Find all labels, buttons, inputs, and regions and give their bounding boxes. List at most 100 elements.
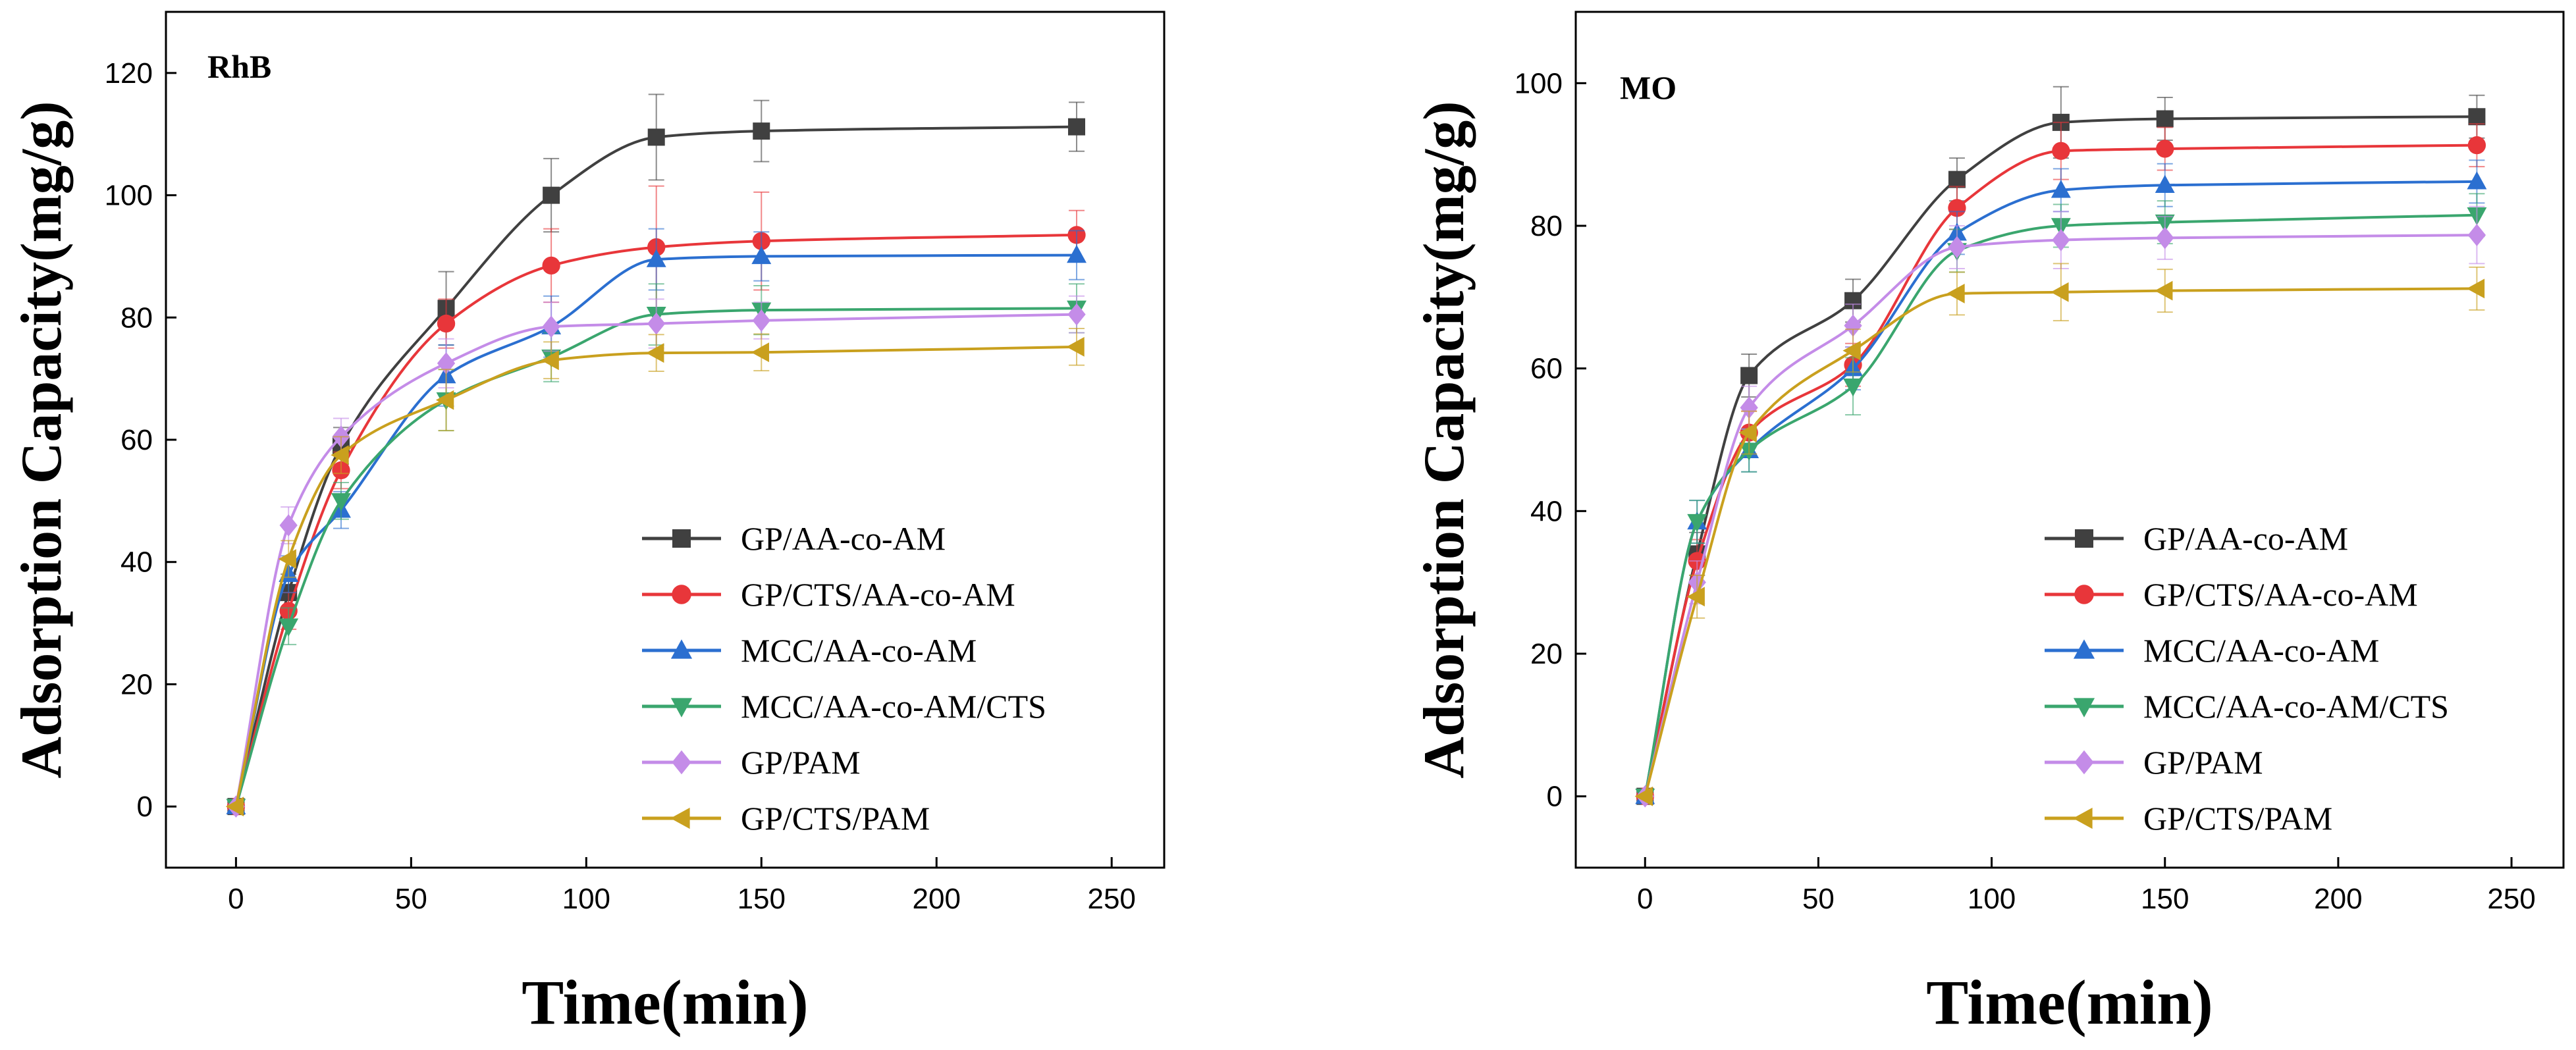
data-point [225, 797, 244, 817]
legend-label: GP/AA-co-AM [2143, 520, 2348, 557]
chart-panel-mo: 0 50 100 150 200 250 0 20 40 60 80 100 Time(min) Adso… [1412, 11, 2565, 1037]
data-point [331, 493, 351, 512]
legend-marker [2074, 585, 2094, 604]
series-line [1644, 213, 2477, 797]
data-point [279, 514, 298, 537]
y-tick-label: 0 [1547, 781, 1563, 813]
x-tick-label: 50 [1802, 883, 1835, 915]
x-tick-label: 0 [1637, 883, 1653, 915]
data-point [2156, 110, 2174, 128]
legend-marker [670, 807, 690, 829]
x-tick-label: 50 [395, 883, 427, 915]
legend-label: GP/CTS/PAM [741, 800, 930, 837]
data-point [1068, 118, 1086, 136]
data-point [1686, 587, 1705, 607]
x-tick-label: 150 [2141, 883, 2189, 915]
legend-label: MCC/AA-co-AM [741, 632, 977, 669]
x-tick-label: 100 [1968, 883, 2016, 915]
data-point [2467, 136, 2486, 155]
legend-label: MCC/AA-co-AM/CTS [2143, 688, 2449, 725]
data-point [1740, 396, 1758, 419]
legend-label: GP/PAM [741, 744, 861, 781]
data-point [437, 314, 456, 333]
y-tick-label: 20 [1530, 638, 1563, 670]
data-point [1843, 379, 1864, 397]
data-point [1687, 513, 1707, 533]
x-axis-title: Time(min) [522, 967, 809, 1037]
y-tick-label: 0 [137, 791, 153, 823]
data-point [2052, 228, 2070, 251]
data-point [752, 309, 770, 332]
legend-marker [2073, 639, 2095, 659]
data-point [331, 445, 349, 465]
legend-marker [670, 698, 693, 718]
data-point [1946, 283, 1965, 303]
data-point [1948, 199, 1966, 217]
y-tick-label: 80 [1530, 210, 1563, 242]
data-point [2155, 174, 2175, 193]
x-tick-label: 250 [1087, 883, 1135, 915]
x-tick-label: 250 [2487, 883, 2535, 915]
legend-marker [670, 639, 693, 659]
data-point [2156, 140, 2174, 158]
data-point [2051, 180, 2071, 198]
panel-label: RhB [207, 48, 271, 85]
data-point [541, 350, 559, 371]
data-point [753, 122, 770, 140]
data-point [2466, 278, 2485, 299]
data-point [1634, 786, 1653, 806]
x-tick-label: 200 [913, 883, 961, 915]
series-GP/PAM [227, 295, 1086, 818]
data-point [751, 246, 772, 265]
data-point [542, 256, 560, 275]
legend-label: GP/AA-co-AM [741, 520, 946, 557]
data-point [1067, 244, 1087, 263]
legend-marker [2074, 750, 2094, 775]
y-axis-title: Adsorption Capacity(mg/g) [1412, 101, 1476, 778]
y-tick-label: 20 [121, 668, 153, 700]
legend-label: GP/CTS/PAM [2143, 800, 2332, 837]
y-tick-label: 120 [105, 57, 153, 90]
legend-label: MCC/AA-co-AM/CTS [741, 688, 1046, 725]
data-point [751, 342, 769, 363]
panel-label: MO [1620, 69, 1677, 106]
plot-frame [1574, 11, 2565, 869]
series-GP/CTS/PAM [1634, 263, 2485, 806]
data-point [2155, 280, 2173, 301]
data-point [1842, 340, 1861, 361]
data-point [646, 343, 664, 363]
data-point [542, 315, 560, 338]
y-tick-label: 100 [105, 180, 153, 212]
data-point [1948, 236, 1966, 259]
data-point [2468, 108, 2486, 126]
data-point [435, 390, 454, 410]
y-axis-title: Adsorption Capacity(mg/g) [10, 101, 74, 778]
y-tick-label: 60 [1530, 353, 1563, 385]
plot-frame [165, 11, 1166, 869]
series-GP/CTS/PAM [225, 328, 1085, 817]
legend: GP/AA-co-AM GP/CTS/AA-co-AM MCC/AA-co-AM MC… [2045, 520, 2449, 837]
data-point [1844, 314, 1862, 337]
legend-marker [2073, 807, 2093, 829]
x-tick-label: 100 [562, 883, 610, 915]
data-point [2467, 224, 2486, 246]
legend-marker [2073, 698, 2095, 718]
legend-marker [672, 750, 691, 775]
data-point [1844, 292, 1862, 309]
x-tick-label: 150 [738, 883, 786, 915]
data-point [2052, 142, 2070, 160]
data-point [1066, 336, 1085, 357]
legend-label: GP/PAM [2143, 744, 2263, 781]
data-point [1948, 171, 1966, 188]
data-point [1738, 423, 1757, 443]
chart-panel-rhb: 0 50 100 150 200 250 0 20 40 60 80 100 120 Time(min) A… [10, 11, 1166, 1037]
data-point [647, 128, 665, 146]
legend-label: GP/CTS/AA-co-AM [741, 576, 1015, 613]
series-line [234, 307, 1077, 807]
data-point [2156, 226, 2174, 249]
legend-label: GP/CTS/AA-co-AM [2143, 576, 2418, 613]
y-tick-label: 100 [1515, 67, 1563, 99]
legend-label: MCC/AA-co-AM [2143, 632, 2379, 669]
data-point [646, 249, 666, 267]
